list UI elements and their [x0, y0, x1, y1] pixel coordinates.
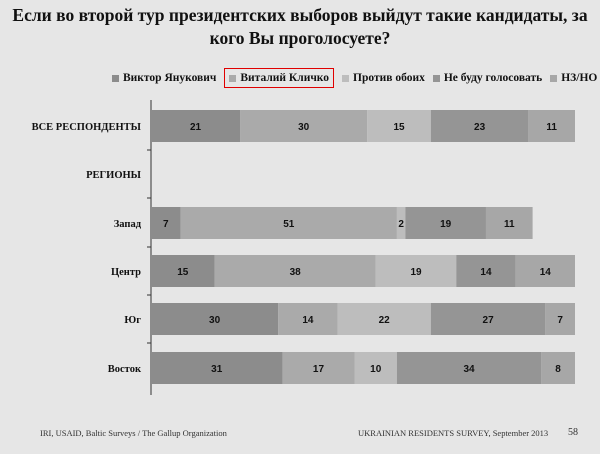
- category-label: РЕГИОНЫ: [86, 170, 142, 181]
- data-label: 31: [211, 364, 223, 375]
- data-label: 7: [163, 219, 169, 230]
- legend-swatch: [229, 74, 237, 82]
- category-label: Восток: [108, 364, 142, 375]
- legend: Виктор Янукович Виталий Кличко Против обои…: [112, 68, 597, 88]
- legend-swatch: [432, 74, 440, 82]
- data-label: 15: [393, 122, 405, 133]
- data-label: 22: [379, 315, 391, 326]
- data-label: 10: [370, 364, 382, 375]
- bar-segment: [396, 352, 542, 384]
- data-label: 7: [557, 315, 563, 326]
- data-label: 14: [480, 267, 492, 278]
- page-number: 58: [568, 427, 578, 438]
- legend-item: Виталий Кличко: [224, 68, 335, 88]
- data-label: 34: [463, 364, 475, 375]
- data-label: 30: [209, 315, 221, 326]
- bar-segment: [515, 255, 575, 287]
- data-label: 30: [298, 122, 310, 133]
- data-label: 14: [540, 267, 552, 278]
- footer-source: IRI, USAID, Baltic Surveys / The Gallup …: [40, 428, 227, 438]
- bar-segment: [278, 303, 338, 335]
- legend-label: НЗ/НО: [561, 72, 598, 84]
- bar-segment: [282, 352, 355, 384]
- category-label: ВСЕ РЕСПОНДЕНТЫ: [32, 122, 142, 133]
- category-label: Запад: [114, 219, 142, 230]
- legend-swatch: [112, 74, 119, 82]
- data-label: 23: [474, 122, 486, 133]
- bar-segment: [151, 207, 181, 239]
- data-label: 11: [504, 219, 515, 230]
- data-label: 38: [290, 267, 302, 278]
- data-label: 51: [283, 219, 295, 230]
- bar-segment: [485, 207, 533, 239]
- legend-item: Против обоих: [342, 72, 425, 84]
- bar-segment: [214, 255, 376, 287]
- bar-segment: [240, 110, 368, 142]
- legend-label: Виталий Кличко: [240, 72, 330, 84]
- bar-segment: [151, 303, 279, 335]
- data-label: 17: [313, 364, 325, 375]
- legend-item: Виктор Янукович: [112, 72, 216, 84]
- data-label: 15: [177, 267, 189, 278]
- data-label: 19: [440, 219, 452, 230]
- category-label: Юг: [124, 315, 141, 326]
- data-label: 11: [546, 122, 557, 133]
- bar-segment: [430, 303, 546, 335]
- legend-label: Против обоих: [353, 72, 425, 84]
- bar-segment: [367, 110, 431, 142]
- category-label: Центр: [111, 267, 141, 278]
- bar-segment: [151, 352, 283, 384]
- bar-segment: [337, 303, 431, 335]
- bar-segment: [456, 255, 516, 287]
- bar-segment: [541, 352, 575, 384]
- bar-segment: [396, 207, 406, 239]
- footer-survey: UKRAINIAN RESIDENTS SURVEY, September 20…: [358, 428, 549, 438]
- data-label: 19: [410, 267, 422, 278]
- data-label: 27: [483, 315, 495, 326]
- legend-swatch: [550, 74, 558, 82]
- bar-segment: [430, 110, 529, 142]
- legend-item: НЗ/НО: [550, 72, 597, 84]
- legend-item: Не буду голосовать: [432, 72, 543, 84]
- chart-title: Если во второй тур президентских выборов…: [12, 5, 588, 48]
- bar-segment: [354, 352, 397, 384]
- legend-swatch: [342, 74, 350, 82]
- bar-segment: [405, 207, 486, 239]
- bar-segment: [151, 255, 215, 287]
- data-label: 14: [302, 315, 314, 326]
- bar-segment: [545, 303, 575, 335]
- legend-label: Не буду голосовать: [443, 72, 543, 84]
- data-label: 21: [190, 122, 202, 133]
- legend-label: Виктор Янукович: [123, 72, 217, 84]
- bar-segment: [528, 110, 575, 142]
- data-label: 2: [398, 219, 404, 230]
- bar-segment: [151, 110, 241, 142]
- data-label: 8: [555, 364, 561, 375]
- bar-segment: [180, 207, 397, 239]
- bar-segment: [375, 255, 457, 287]
